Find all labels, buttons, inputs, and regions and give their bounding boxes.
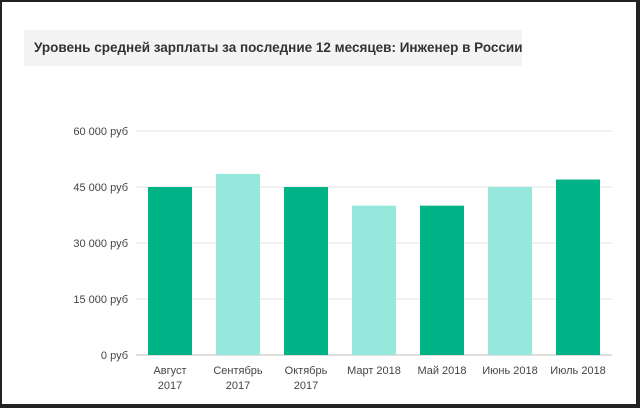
bar[interactable] (488, 187, 532, 355)
x-tick-label: Август (153, 365, 186, 377)
y-tick-label: 30 000 руб (73, 238, 128, 250)
bar[interactable] (284, 187, 328, 355)
y-tick-label: 0 руб (101, 350, 128, 362)
bar[interactable] (216, 173, 260, 355)
y-tick-label: 15 000 руб (73, 294, 128, 306)
bar[interactable] (556, 179, 600, 355)
x-tick-label: Июнь 2018 (482, 365, 538, 377)
chart-title: Уровень средней зарплаты за последние 12… (34, 40, 523, 55)
y-tick-label: 45 000 руб (73, 182, 128, 194)
bar[interactable] (148, 187, 192, 355)
x-tick-label: 2017 (294, 380, 318, 392)
x-tick-label: 2017 (226, 380, 250, 392)
x-tick-label: 2017 (158, 380, 182, 392)
title-bar: Уровень средней зарплаты за последние 12… (24, 30, 523, 66)
y-tick-label: 60 000 руб (73, 126, 128, 138)
x-tick-label: Сентябрь (213, 365, 263, 377)
x-tick-label: Октябрь (285, 365, 328, 377)
x-tick-label: Май 2018 (417, 365, 466, 377)
bar[interactable] (420, 205, 464, 355)
x-tick-label: Июль 2018 (550, 365, 606, 377)
x-tick-label: Март 2018 (347, 365, 401, 377)
bar[interactable] (352, 205, 396, 355)
